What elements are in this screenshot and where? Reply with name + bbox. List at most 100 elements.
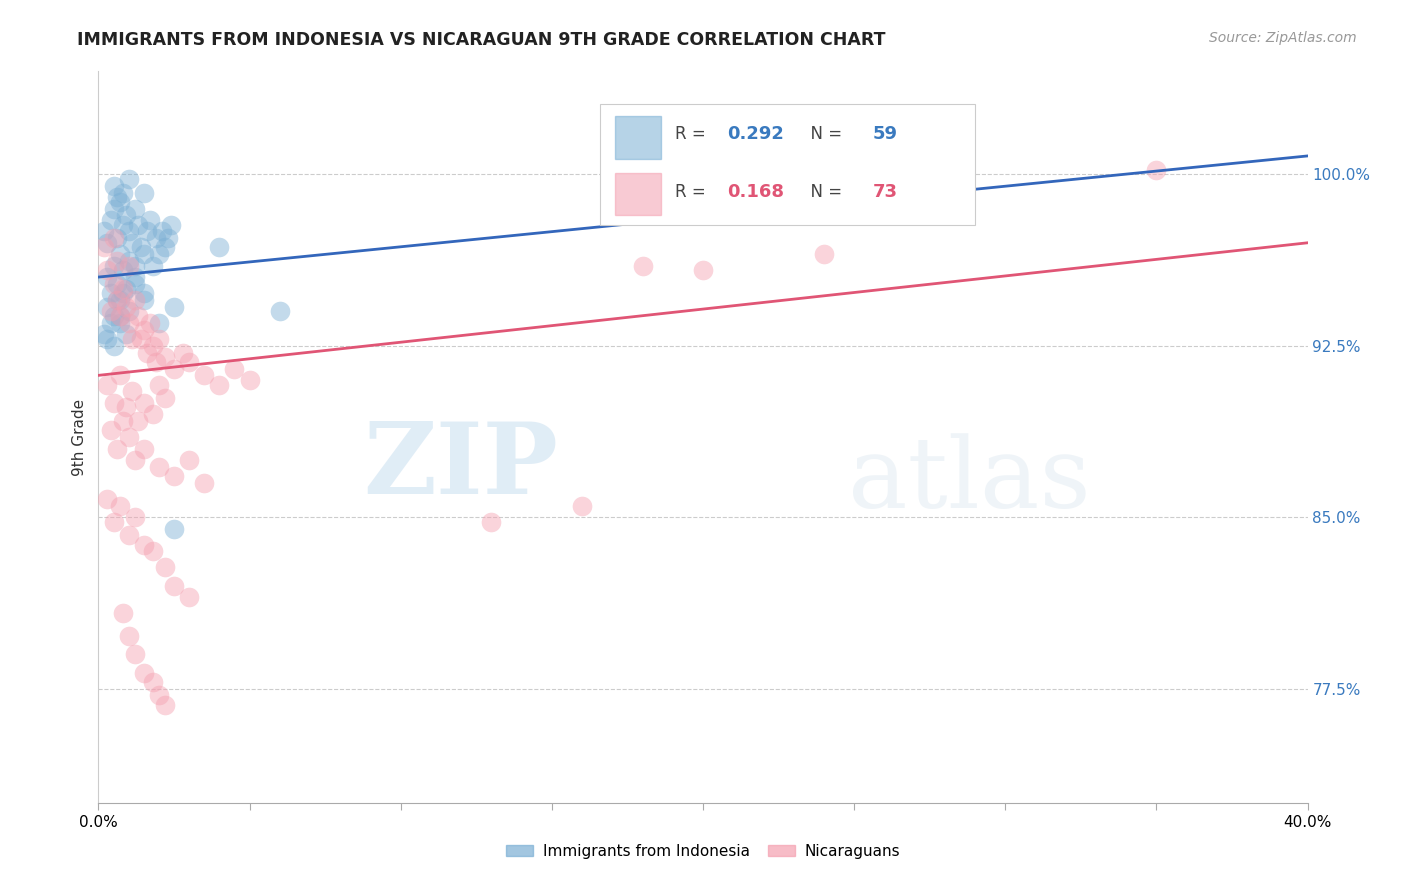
Point <box>114 281 136 295</box>
Point <box>153 350 176 364</box>
Point <box>105 442 128 456</box>
Point <box>105 254 128 268</box>
Point <box>108 368 131 383</box>
Point <box>160 218 183 232</box>
Point <box>111 606 134 620</box>
Point <box>145 354 167 368</box>
Point <box>132 286 155 301</box>
Point <box>100 316 122 330</box>
Text: ZIP: ZIP <box>363 417 558 515</box>
Point <box>118 259 141 273</box>
Point <box>163 469 186 483</box>
Point <box>96 377 118 392</box>
Point <box>103 202 125 216</box>
Point <box>105 293 128 307</box>
Point <box>132 293 155 307</box>
Point <box>148 247 170 261</box>
Point <box>105 277 128 291</box>
Point <box>132 323 155 337</box>
Point <box>118 254 141 268</box>
Point <box>142 339 165 353</box>
Text: R =: R = <box>675 126 711 144</box>
Point <box>132 186 155 200</box>
Point <box>118 316 141 330</box>
Point <box>93 240 115 254</box>
Point <box>124 202 146 216</box>
Bar <box>614 116 661 159</box>
Point <box>142 407 165 421</box>
Point <box>96 491 118 506</box>
Point <box>163 300 186 314</box>
Y-axis label: 9th Grade: 9th Grade <box>72 399 87 475</box>
Point <box>118 528 141 542</box>
Point <box>108 293 131 307</box>
Point <box>813 247 835 261</box>
Point <box>163 361 186 376</box>
Point <box>148 689 170 703</box>
Point <box>124 277 146 291</box>
Point <box>111 218 134 232</box>
Point <box>121 384 143 399</box>
Point <box>631 259 654 273</box>
Point <box>103 277 125 291</box>
Point <box>103 259 125 273</box>
Text: Source: ZipAtlas.com: Source: ZipAtlas.com <box>1209 31 1357 45</box>
Point <box>103 178 125 193</box>
Point <box>103 396 125 410</box>
Point <box>100 213 122 227</box>
Point <box>163 579 186 593</box>
Bar <box>614 173 661 215</box>
Point <box>111 281 134 295</box>
Point <box>100 423 122 437</box>
Point <box>118 430 141 444</box>
Point <box>118 304 141 318</box>
Point <box>108 309 131 323</box>
Point <box>118 224 141 238</box>
Point <box>124 270 146 285</box>
Text: atlas: atlas <box>848 434 1091 529</box>
Point <box>132 665 155 680</box>
Point <box>224 361 246 376</box>
Point <box>108 316 131 330</box>
Bar <box>600 104 976 225</box>
Point <box>93 327 115 342</box>
Point <box>111 414 134 428</box>
Point <box>108 247 131 261</box>
Point <box>269 304 291 318</box>
Point <box>153 240 176 254</box>
Point <box>135 345 157 359</box>
Point <box>145 231 167 245</box>
Point <box>114 401 136 415</box>
Text: N =: N = <box>800 184 846 202</box>
Point <box>153 391 176 405</box>
Point <box>208 240 231 254</box>
Point <box>193 475 215 490</box>
Text: IMMIGRANTS FROM INDONESIA VS NICARAGUAN 9TH GRADE CORRELATION CHART: IMMIGRANTS FROM INDONESIA VS NICARAGUAN … <box>77 31 886 49</box>
Point <box>121 235 143 250</box>
Point <box>179 453 201 467</box>
Point <box>156 231 179 245</box>
Point <box>153 698 176 712</box>
Point <box>114 327 136 342</box>
Point <box>100 304 122 318</box>
Point <box>142 544 165 558</box>
Point <box>148 377 170 392</box>
Point <box>148 316 170 330</box>
Text: N =: N = <box>800 126 846 144</box>
Point <box>208 377 231 392</box>
Point <box>172 345 194 359</box>
Text: 73: 73 <box>872 184 897 202</box>
Point <box>96 270 118 285</box>
Point <box>96 263 118 277</box>
Point <box>132 442 155 456</box>
Point <box>132 537 155 551</box>
Point <box>129 332 152 346</box>
Point <box>103 339 125 353</box>
Text: 0.168: 0.168 <box>727 184 785 202</box>
Point <box>124 647 146 661</box>
Point <box>481 515 503 529</box>
Point <box>148 459 170 474</box>
Point <box>96 300 118 314</box>
Point <box>121 332 143 346</box>
Point <box>124 453 146 467</box>
